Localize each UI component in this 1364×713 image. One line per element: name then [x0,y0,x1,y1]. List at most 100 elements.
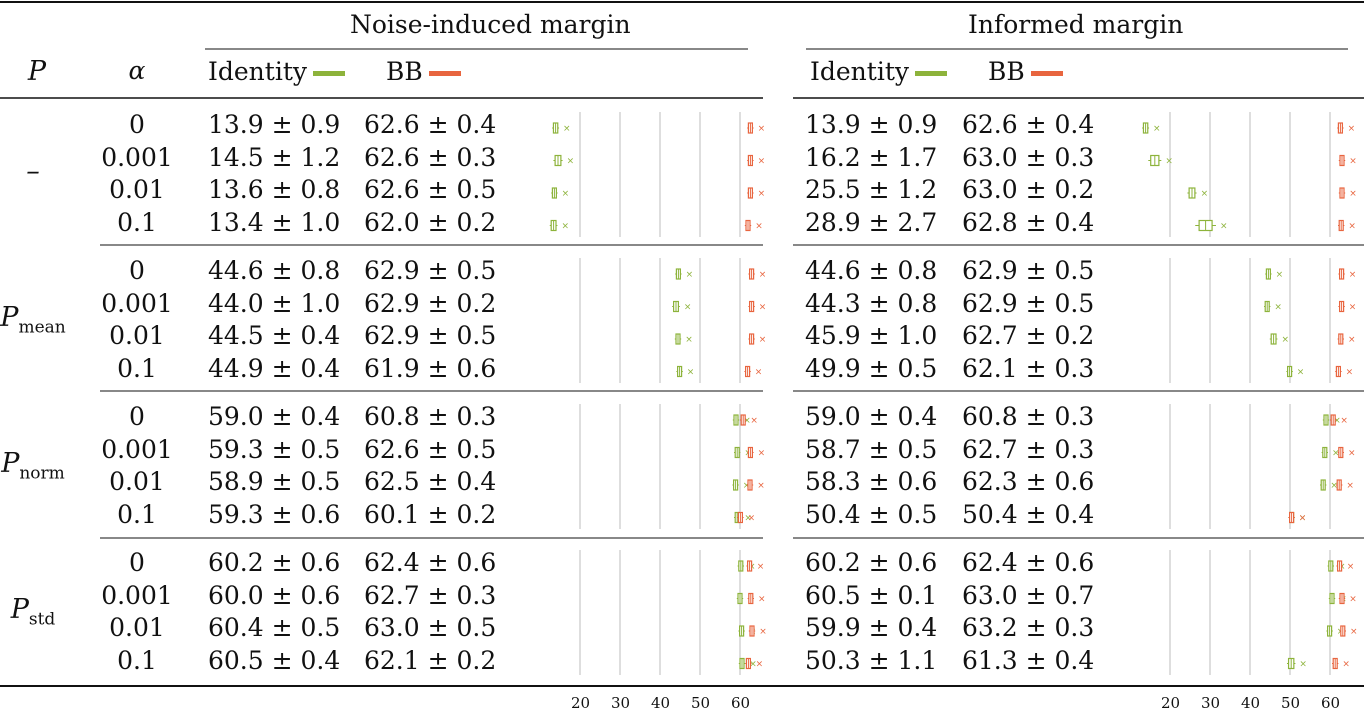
alpha-column-header: α [128,56,146,85]
noise-bb-value: 62.1 ± 0.2 [364,645,497,675]
alpha-value: 0.001 [101,288,173,318]
informed-bb-boxplot-outlier: × [1348,335,1356,345]
noise-bb-boxplot-outlier: × [748,514,756,524]
noise-identity-boxplot-outlier: × [686,270,694,280]
p-group-label: Pmean [0,302,68,337]
informed-tick-label: 30 [1201,694,1221,712]
alpha-value: 0.1 [117,499,157,529]
noise-identity-boxplot-outlier: × [749,660,757,670]
alpha-value: 0 [129,548,145,577]
noise-identity-boxplot-outlier: × [743,416,751,426]
noise-identity-value: 60.0 ± 0.6 [208,580,341,610]
informed-bb-value: 63.0 ± 0.3 [962,142,1095,172]
informed-bb-swatch [1030,71,1063,76]
informed-bb-value: 62.1 ± 0.3 [962,353,1095,383]
informed-bb-boxplot-outlier: × [1340,416,1348,426]
informed-bb-value: 62.6 ± 0.4 [962,110,1095,139]
noise-identity-value: 59.3 ± 0.6 [208,499,341,529]
informed-bb-value: 62.4 ± 0.6 [962,548,1095,577]
p-group-subscript: norm [19,463,65,484]
informed-identity-value: 16.2 ± 1.7 [805,142,938,172]
alpha-value: 0 [129,256,145,285]
informed-bb-value: 50.4 ± 0.4 [962,499,1095,529]
noise-bb-boxplot-outlier: × [759,270,767,280]
informed-identity-boxplot-outlier: × [1201,189,1209,199]
noise-identity-legend-label: Identity [208,57,307,86]
noise-tick-label: 40 [651,694,671,712]
informed-identity-value: 58.7 ± 0.5 [805,434,938,464]
noise-bb-boxplot-outlier: × [758,124,766,134]
noise-bb-value: 62.6 ± 0.4 [364,110,497,139]
informed-bb-boxplot-outlier: × [1349,189,1357,199]
noise-bb-value: 60.1 ± 0.2 [364,499,497,529]
informed-tick-label: 50 [1281,694,1301,712]
p-group-label: Pnorm [0,448,68,483]
noise-identity-value: 13.4 ± 1.0 [208,207,341,237]
noise-identity-value: 14.5 ± 1.2 [208,142,341,172]
alpha-value: 0.001 [101,142,173,172]
noise-identity-value: 59.0 ± 0.4 [208,402,341,431]
noise-identity-value: 60.4 ± 0.5 [208,613,341,642]
noise-bb-boxplot-outlier: × [755,222,763,232]
noise-bb-value: 62.9 ± 0.5 [364,321,497,350]
informed-identity-value: 50.4 ± 0.5 [805,499,938,529]
informed-identity-value: 60.2 ± 0.6 [805,548,938,577]
noise-identity-value: 44.0 ± 1.0 [208,288,341,318]
p-group-label: – [0,156,68,187]
noise-tick-label: 60 [731,694,751,712]
p-group-symbol: – [26,156,40,187]
noise-identity-boxplot-outlier: × [744,514,752,524]
informed-identity-value: 44.3 ± 0.8 [805,288,938,318]
informed-bb-value: 62.7 ± 0.2 [962,321,1095,350]
p-column-header: P [27,56,47,87]
noise-bb-value: 63.0 ± 0.5 [364,613,497,642]
informed-tick-label: 20 [1161,694,1181,712]
noise-bb-value: 62.6 ± 0.5 [364,434,497,464]
noise-bb-boxplot-outlier: × [759,335,767,345]
informed-bb-legend-label: BB [988,57,1025,86]
noise-identity-boxplot-outlier: × [687,368,695,378]
p-group-label: Pstd [0,594,68,629]
informed-identity-boxplot-outlier: × [1333,416,1341,426]
noise-bb-boxplot-outlier: × [757,562,765,572]
p-group-subscript: std [28,609,56,630]
informed-identity-legend: Identity [810,57,947,86]
noise-identity-value: 13.9 ± 0.9 [208,110,341,139]
informed-bb-legend: BB [988,57,1063,86]
informed-bb-boxplot-outlier: × [1347,562,1355,572]
informed-identity-boxplot-outlier: × [1153,124,1161,134]
informed-identity-value: 58.3 ± 0.6 [805,467,938,496]
alpha-value: 0.1 [117,207,157,237]
informed-identity-boxplot-outlier: × [1330,481,1338,491]
informed-bb-value: 63.0 ± 0.7 [962,580,1095,610]
noise-bb-boxplot-outlier: × [759,627,767,637]
noise-identity-boxplot-outlier: × [743,481,751,491]
informed-identity-value: 59.9 ± 0.4 [805,613,938,642]
informed-identity-boxplot-outlier: × [1297,368,1305,378]
noise-identity-boxplot-outlier: × [562,189,570,199]
noise-tick-label: 20 [571,694,591,712]
informed-identity-boxplot-outlier: × [1276,270,1284,280]
p-group-subscript: mean [18,317,66,338]
noise-bb-value: 60.8 ± 0.3 [364,402,497,431]
informed-identity-value: 13.9 ± 0.9 [805,110,938,139]
noise-bb-legend-label: BB [386,57,423,86]
informed-bb-boxplot-outlier: × [1349,303,1357,313]
noise-bb-value: 62.6 ± 0.5 [364,175,497,204]
informed-bb-value: 62.9 ± 0.5 [962,256,1095,285]
informed-bb-boxplot-outlier: × [1349,595,1357,605]
noise-bb-boxplot-outlier: × [756,660,764,670]
alpha-value: 0.01 [109,175,165,204]
informed-bb-value: 62.7 ± 0.3 [962,434,1095,464]
noise-identity-value: 60.2 ± 0.6 [208,548,341,577]
alpha-value: 0.1 [117,645,157,675]
alpha-value: 0.1 [117,353,157,383]
noise-identity-value: 44.9 ± 0.4 [208,353,341,383]
informed-tick-label: 40 [1241,694,1261,712]
noise-bb-value: 61.9 ± 0.6 [364,353,497,383]
p-group-symbol: P [10,594,29,625]
noise-identity-value: 44.5 ± 0.4 [208,321,341,350]
informed-identity-value: 60.5 ± 0.1 [805,580,938,610]
